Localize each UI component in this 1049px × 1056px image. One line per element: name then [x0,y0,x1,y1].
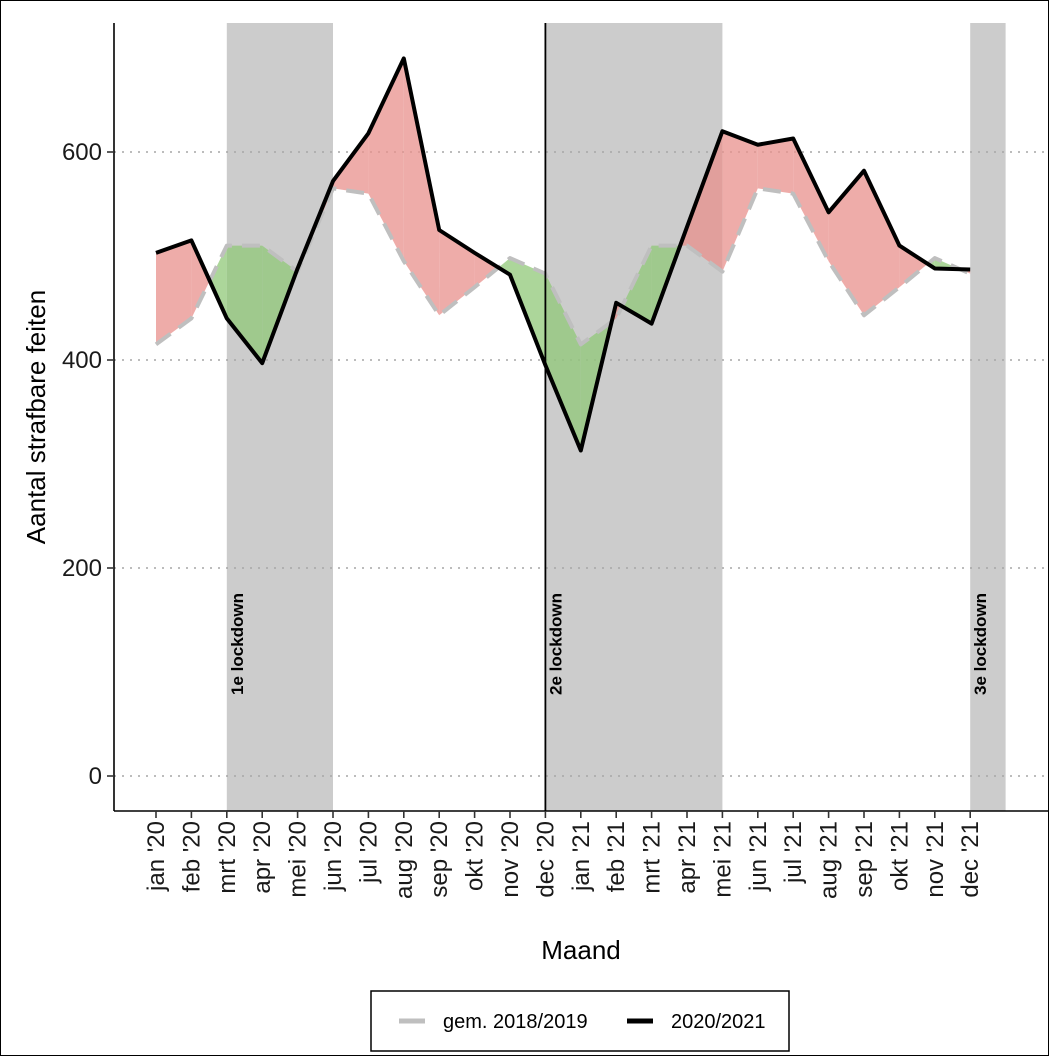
legend: gem. 2018/2019 2020/2021 [370,990,790,1052]
fill-segment [209,245,227,319]
fill-segment [156,240,192,345]
x-axis-title: Maand [541,935,621,965]
lockdown-label-1: 1e lockdown [228,593,247,695]
lockdown-band-1 [226,23,333,811]
y-tick-label: 400 [62,347,102,374]
fill-segment [687,131,723,272]
x-tick-label: mrt '20 [214,821,241,894]
x-tick-label: dec '21 [957,821,984,898]
series-line-current [155,56,971,453]
fill-segment [474,252,499,288]
series-line-average [154,186,972,347]
x-tick-label: mei '20 [285,821,312,898]
legend-box [370,990,790,1052]
x-tick-label: jun '20 [320,821,347,892]
x-tick-label: okt '21 [886,821,913,891]
x-tick-label: nov '21 [922,821,949,898]
x-tick-label: sep '20 [426,821,453,898]
fill-segment [793,138,829,262]
x-tick-label: dec '20 [532,821,559,898]
fill-segment [262,245,297,364]
y-tick-label: 200 [62,555,102,582]
x-tick-label: jul '20 [355,821,382,884]
x-tick-label: aug '20 [391,821,418,899]
fill-segment [757,138,794,194]
legend-label-current: 2020/2021 [671,1011,766,1033]
lockdown-label-2: 2e lockdown [546,593,565,695]
lockdown-label-3: 3e lockdown [971,593,990,695]
fill-segment [864,170,900,316]
x-tick-labels: jan '20 feb '20 mrt '20 apr '20 mei '20 jun '… [143,811,984,899]
x-tick-label: mrt '21 [639,821,666,894]
fill-segment [226,245,263,364]
lockdown-bands [226,23,1006,811]
fill-segment [722,131,758,272]
x-tick-label: sep '21 [851,821,878,898]
x-tick-label: jan '21 [568,821,595,892]
fill-segment [498,258,510,275]
fill-segment [828,170,864,316]
x-tick-label: jan '20 [143,821,170,892]
x-tick-label: apr '20 [249,821,276,894]
lockdown-labels: 1e lockdown 2e lockdown 3e lockdown [228,593,990,695]
x-tick-label: feb '21 [603,821,630,892]
x-tick-label: jun '21 [745,821,772,892]
x-tick-label: mei '21 [709,821,736,898]
fill-segment [403,58,440,316]
lockdown-band-3 [970,23,1006,811]
y-tick-label: 0 [89,763,102,790]
fill-segment [899,245,928,288]
y-axis-title: Aantal strafbare feiten [21,290,51,544]
legend-label-average: gem. 2018/2019 [443,1011,588,1033]
fill-segment [191,240,210,319]
y-tick-label: 600 [62,139,102,166]
x-tick-label: jul '21 [780,821,807,884]
fill-segment [545,273,581,451]
series-lines [154,56,972,453]
x-tick-label: apr '21 [674,821,701,894]
x-tick-label: nov '20 [497,821,524,898]
y-tick-labels: 0 200 400 600 [62,139,114,790]
x-tick-label: feb '20 [178,821,205,892]
x-tick-label: aug '21 [816,821,843,899]
x-tick-label: okt '20 [462,821,489,891]
